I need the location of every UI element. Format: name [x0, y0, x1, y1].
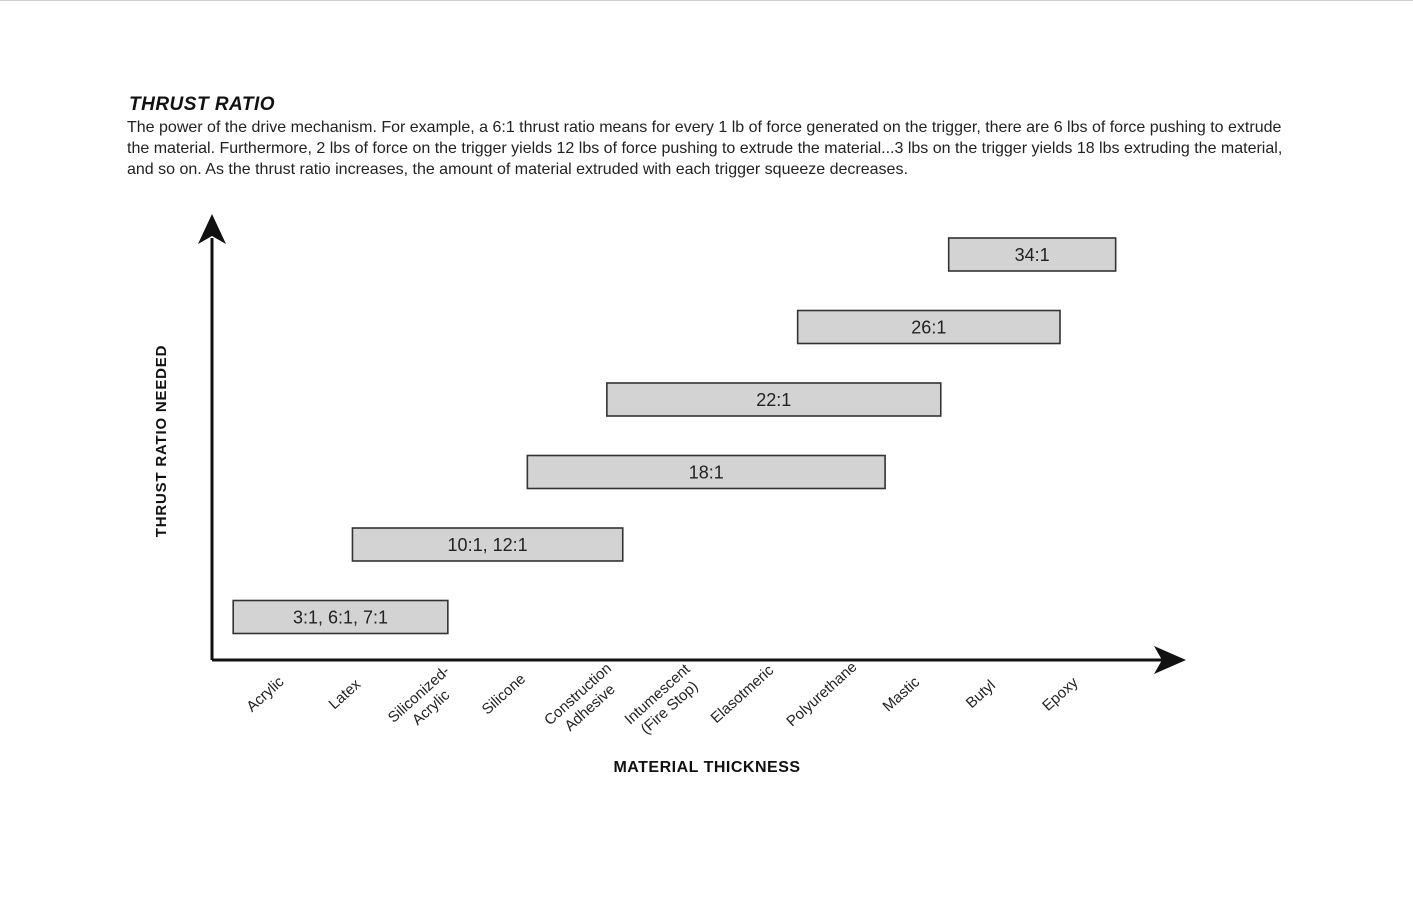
- x-tick-label: Siliconized-Acrylic: [385, 662, 465, 739]
- chart-axes: [198, 214, 1186, 674]
- x-tick-label: Epoxy: [1039, 674, 1082, 715]
- x-tick-label-line: Epoxy: [1039, 674, 1082, 715]
- range-bar-label: 34:1: [1015, 245, 1050, 265]
- range-bar-label: 10:1, 12:1: [448, 535, 528, 555]
- x-tick-label: Acrylic: [243, 673, 288, 716]
- x-axis-arrow: [1154, 646, 1186, 674]
- x-tick-label: Elasotmeric: [708, 662, 778, 727]
- top-divider: [0, 0, 1413, 1]
- description-text: The power of the drive mechanism. For ex…: [127, 119, 1283, 178]
- range-bar-label: 18:1: [689, 463, 724, 483]
- range-bar: 34:1: [947, 237, 1117, 272]
- x-tick-label-line: Elasotmeric: [708, 662, 778, 727]
- range-bar-label: 3:1, 6:1, 7:1: [293, 608, 388, 628]
- range-bar-rect: [796, 309, 1061, 345]
- x-tick-label: ConstructionAdhesive: [541, 660, 627, 742]
- range-bar-label: 26:1: [911, 318, 946, 338]
- range-bar-rect: [351, 527, 624, 562]
- x-axis-label: MATERIAL THICKNESS: [613, 759, 800, 776]
- range-bar: 22:1: [606, 382, 942, 417]
- x-tick-label-line: Acrylic: [243, 673, 288, 716]
- x-tick-label-line: Mastic: [880, 673, 924, 715]
- page-title: THRUST RATIO: [129, 94, 276, 115]
- range-bar: 3:1, 6:1, 7:1: [232, 599, 449, 635]
- y-axis-label: THRUST RATIO NEEDED: [153, 345, 170, 537]
- chart-bars: 3:1, 6:1, 7:1 10:1, 12:1 18:1 22:1 26:1 34:1: [232, 237, 1117, 635]
- range-bar-rect: [526, 454, 886, 490]
- range-bar: 26:1: [796, 309, 1061, 345]
- x-tick-label: Intumescent(Fire Stop): [621, 660, 706, 741]
- x-tick-label-line: Silicone: [479, 670, 529, 718]
- range-bar-label: 22:1: [756, 390, 791, 410]
- x-tick-label-line: Polyurethane: [783, 658, 860, 730]
- x-tick-label: Butyl: [963, 677, 999, 712]
- y-axis-arrow: [198, 214, 226, 244]
- chart-x-ticks: Acrylic Latex Siliconized-Acrylic Silicone C…: [243, 658, 1082, 742]
- range-bar-rect: [232, 599, 449, 635]
- x-tick-label-line: Latex: [326, 675, 365, 713]
- range-bar: 10:1, 12:1: [351, 527, 624, 562]
- x-tick-label: Mastic: [880, 673, 924, 715]
- x-tick-label: Latex: [326, 675, 365, 713]
- range-bar: 18:1: [526, 454, 886, 490]
- range-bar-rect: [947, 237, 1117, 272]
- x-tick-label: Silicone: [479, 670, 529, 718]
- range-bar-rect: [606, 382, 942, 417]
- x-tick-label: Polyurethane: [783, 658, 860, 730]
- x-tick-label-line: Butyl: [963, 677, 999, 712]
